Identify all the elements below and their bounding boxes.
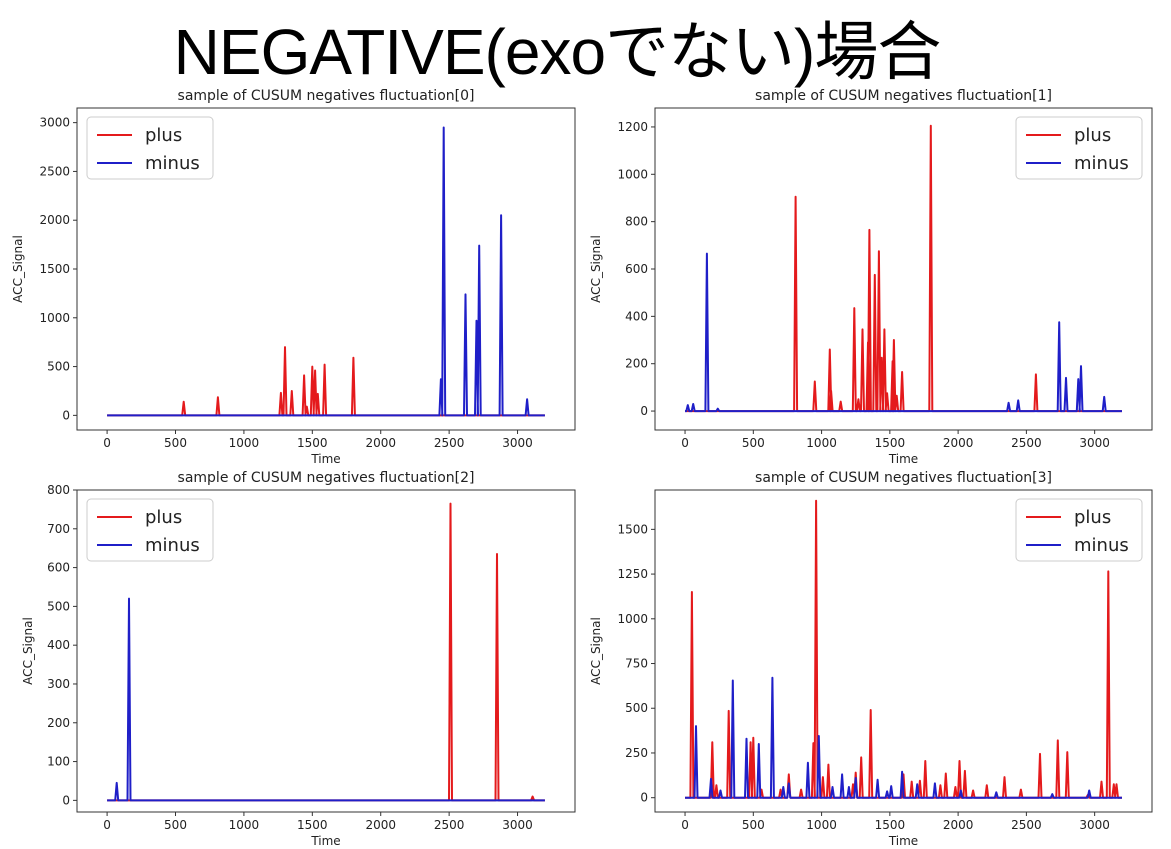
x-tick-label: 2000 (943, 436, 974, 450)
y-tick-label: 400 (625, 309, 648, 323)
legend-label-minus: minus (145, 153, 200, 174)
x-tick-label: 1000 (806, 436, 837, 450)
x-axis-label: Time (310, 452, 340, 466)
x-tick-label: 500 (164, 818, 187, 832)
y-tick-label: 200 (47, 716, 70, 730)
x-tick-label: 2000 (365, 818, 396, 832)
x-tick-label: 2000 (365, 436, 396, 450)
y-tick-label: 700 (47, 522, 70, 536)
legend-label-minus: minus (1074, 535, 1129, 556)
y-tick-label: 300 (47, 677, 70, 691)
legend: plus minus (1015, 498, 1143, 562)
legend: plus minus (86, 498, 214, 562)
y-tick-label: 0 (62, 793, 70, 807)
y-tick-label: 1500 (617, 522, 648, 536)
chart-2: sample of CUSUM negatives fluctuation[2]… (21, 470, 576, 848)
y-tick-label: 400 (47, 638, 70, 652)
x-tick-label: 500 (742, 818, 765, 832)
y-tick-label: 500 (625, 701, 648, 715)
y-axis-label: ACC_Signal (589, 617, 603, 685)
legend-label-plus: plus (145, 125, 182, 146)
y-axis-label: ACC_Signal (589, 235, 603, 303)
y-tick-label: 100 (47, 755, 70, 769)
legend-label-plus: plus (1074, 507, 1111, 528)
legend: plus minus (86, 116, 214, 180)
y-tick-label: 600 (625, 262, 648, 276)
y-tick-label: 1250 (617, 567, 648, 581)
series-line-minus (685, 676, 1122, 799)
x-tick-label: 1500 (297, 436, 328, 450)
x-axis-label: Time (888, 452, 918, 466)
series-line-minus (107, 126, 545, 417)
x-tick-label: 1000 (229, 436, 260, 450)
x-tick-label: 3000 (1079, 818, 1110, 832)
series-line-plus (107, 502, 545, 802)
x-tick-label: 3000 (502, 818, 533, 832)
x-tick-label: 3000 (1079, 436, 1110, 450)
x-axis-label: Time (310, 834, 340, 848)
chart-title: sample of CUSUM negatives fluctuation[0] (178, 88, 475, 104)
x-tick-label: 0 (103, 436, 111, 450)
y-axis-label: ACC_Signal (21, 617, 35, 685)
x-tick-label: 2500 (1011, 436, 1042, 450)
page-title: NEGATIVE(exoでない)場合 (173, 16, 942, 88)
legend-label-minus: minus (1074, 153, 1129, 174)
y-tick-label: 500 (47, 360, 70, 374)
x-tick-label: 1000 (806, 818, 837, 832)
y-tick-label: 0 (640, 404, 648, 418)
x-tick-label: 500 (164, 436, 187, 450)
chart-title: sample of CUSUM negatives fluctuation[2] (178, 470, 475, 486)
legend-label-plus: plus (1074, 125, 1111, 146)
y-tick-label: 250 (625, 746, 648, 760)
x-tick-label: 1000 (229, 818, 260, 832)
x-tick-label: 1500 (875, 436, 906, 450)
y-tick-label: 800 (625, 215, 648, 229)
series-line-plus (685, 124, 1122, 413)
chart-title: sample of CUSUM negatives fluctuation[1] (755, 88, 1052, 104)
y-tick-label: 2000 (39, 213, 70, 227)
y-tick-label: 1000 (617, 167, 648, 181)
legend-label-minus: minus (145, 535, 200, 556)
series-line-minus (107, 597, 545, 802)
legend-label-plus: plus (145, 507, 182, 528)
x-tick-label: 1500 (297, 818, 328, 832)
x-tick-label: 1500 (875, 818, 906, 832)
x-tick-label: 0 (103, 818, 111, 832)
chart-0: sample of CUSUM negatives fluctuation[0]… (11, 88, 576, 466)
chart-1: sample of CUSUM negatives fluctuation[1]… (589, 88, 1153, 466)
legend: plus minus (1015, 116, 1143, 180)
series-line-minus (685, 252, 1122, 413)
x-tick-label: 0 (681, 818, 689, 832)
y-tick-label: 600 (47, 561, 70, 575)
y-tick-label: 3000 (39, 116, 70, 130)
y-tick-label: 750 (625, 657, 648, 671)
y-tick-label: 200 (625, 357, 648, 371)
y-tick-label: 1000 (39, 311, 70, 325)
x-tick-label: 2000 (943, 818, 974, 832)
x-tick-label: 3000 (502, 436, 533, 450)
chart-3: sample of CUSUM negatives fluctuation[3]… (589, 470, 1153, 848)
y-tick-label: 1200 (617, 120, 648, 134)
y-tick-label: 0 (640, 791, 648, 805)
y-tick-label: 1500 (39, 262, 70, 276)
y-axis-label: ACC_Signal (11, 235, 25, 303)
y-tick-label: 800 (47, 483, 70, 497)
x-tick-label: 2500 (434, 436, 465, 450)
x-tick-label: 2500 (434, 818, 465, 832)
x-tick-label: 0 (681, 436, 689, 450)
x-tick-label: 2500 (1011, 818, 1042, 832)
chart-title: sample of CUSUM negatives fluctuation[3] (755, 470, 1052, 486)
x-axis-label: Time (888, 834, 918, 848)
x-tick-label: 500 (742, 436, 765, 450)
y-tick-label: 1000 (617, 612, 648, 626)
y-tick-label: 500 (47, 599, 70, 613)
y-tick-label: 2500 (39, 164, 70, 178)
y-tick-label: 0 (62, 408, 70, 422)
